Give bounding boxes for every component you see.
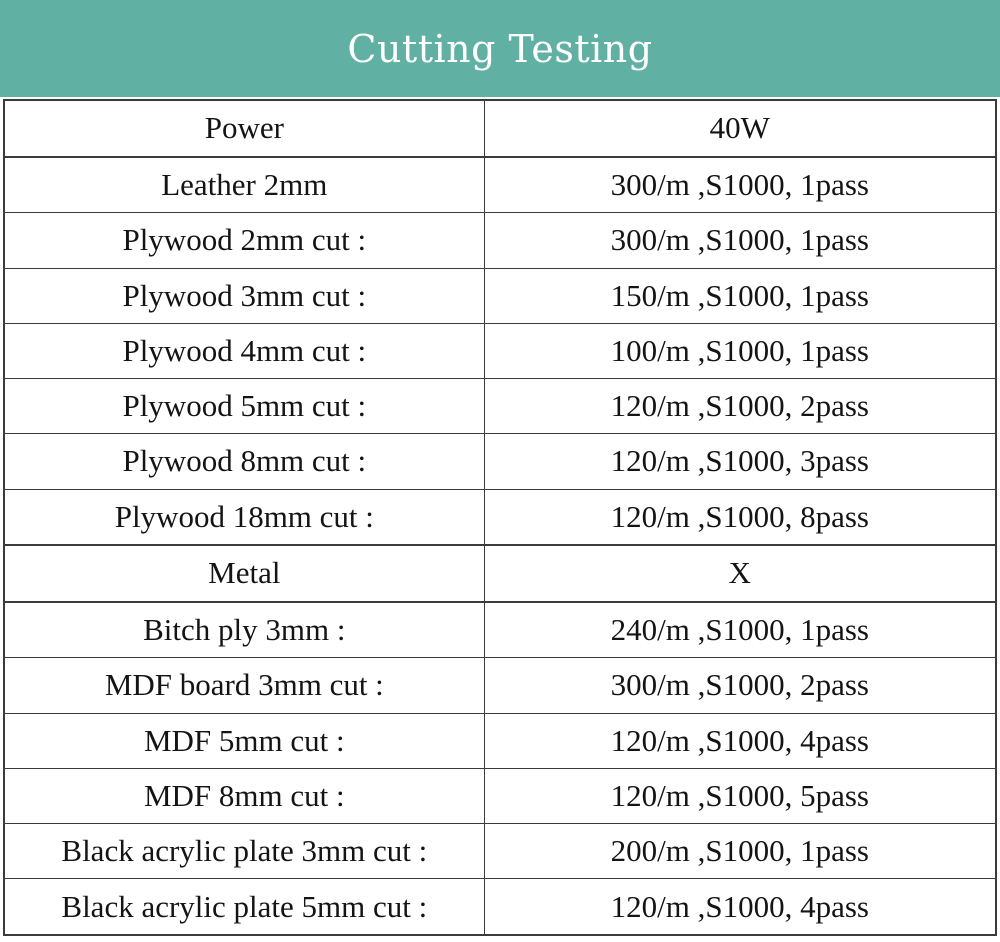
value-cell: 120/m ,S1000, 3pass	[483, 433, 997, 490]
table-row: Plywood 2mm cut : 300/m ,S1000, 1pass	[3, 212, 997, 269]
value-cell: 240/m ,S1000, 1pass	[483, 601, 997, 659]
header-banner: Cutting Testing	[0, 0, 1000, 97]
value-cell: 40W	[483, 99, 997, 158]
material-cell: MDF 5mm cut :	[3, 712, 485, 769]
material-cell: Plywood 8mm cut :	[3, 433, 485, 490]
material-cell: Black acrylic plate 5mm cut :	[3, 878, 485, 936]
table-row: Bitch ply 3mm : 240/m ,S1000, 1pass	[3, 601, 997, 659]
material-cell: Leather 2mm	[3, 156, 485, 214]
value-cell: 300/m ,S1000, 2pass	[483, 657, 997, 714]
table-row: Power 40W	[3, 99, 997, 158]
table-row: Metal X	[3, 544, 997, 603]
material-cell: Metal	[3, 544, 485, 603]
table-row: Plywood 8mm cut : 120/m ,S1000, 3pass	[3, 433, 997, 490]
value-cell: X	[483, 544, 997, 603]
material-cell: MDF 8mm cut :	[3, 767, 485, 825]
material-cell: Plywood 5mm cut :	[3, 378, 485, 435]
cutting-spec-table: Power 40W Leather 2mm 300/m ,S1000, 1pas…	[3, 99, 997, 936]
value-cell: 120/m ,S1000, 5pass	[483, 767, 997, 825]
value-cell: 300/m ,S1000, 1pass	[483, 212, 997, 269]
value-cell: 120/m ,S1000, 4pass	[483, 878, 997, 936]
table-row: Plywood 18mm cut : 120/m ,S1000, 8pass	[3, 488, 997, 546]
table-row: MDF 5mm cut : 120/m ,S1000, 4pass	[3, 712, 997, 769]
material-cell: Black acrylic plate 3mm cut :	[3, 823, 485, 880]
material-cell: Power	[3, 99, 485, 158]
value-cell: 100/m ,S1000, 1pass	[483, 322, 997, 380]
material-cell: Plywood 2mm cut :	[3, 212, 485, 269]
table-row: MDF board 3mm cut : 300/m ,S1000, 2pass	[3, 657, 997, 714]
value-cell: 150/m ,S1000, 1pass	[483, 267, 997, 324]
table-row: Black acrylic plate 3mm cut : 200/m ,S10…	[3, 823, 997, 880]
value-cell: 200/m ,S1000, 1pass	[483, 823, 997, 880]
value-cell: 120/m ,S1000, 2pass	[483, 378, 997, 435]
table-row: Plywood 3mm cut : 150/m ,S1000, 1pass	[3, 267, 997, 324]
table-row: Plywood 5mm cut : 120/m ,S1000, 2pass	[3, 378, 997, 435]
value-cell: 300/m ,S1000, 1pass	[483, 156, 997, 214]
table-row: Leather 2mm 300/m ,S1000, 1pass	[3, 156, 997, 214]
material-cell: Plywood 18mm cut :	[3, 488, 485, 546]
page-title: Cutting Testing	[347, 26, 653, 71]
table-row: Plywood 4mm cut : 100/m ,S1000, 1pass	[3, 322, 997, 380]
material-cell: Plywood 4mm cut :	[3, 322, 485, 380]
material-cell: Plywood 3mm cut :	[3, 267, 485, 324]
value-cell: 120/m ,S1000, 4pass	[483, 712, 997, 769]
table-row: MDF 8mm cut : 120/m ,S1000, 5pass	[3, 767, 997, 825]
value-cell: 120/m ,S1000, 8pass	[483, 488, 997, 546]
material-cell: MDF board 3mm cut :	[3, 657, 485, 714]
material-cell: Bitch ply 3mm :	[3, 601, 485, 659]
table-row: Black acrylic plate 5mm cut : 120/m ,S10…	[3, 878, 997, 936]
